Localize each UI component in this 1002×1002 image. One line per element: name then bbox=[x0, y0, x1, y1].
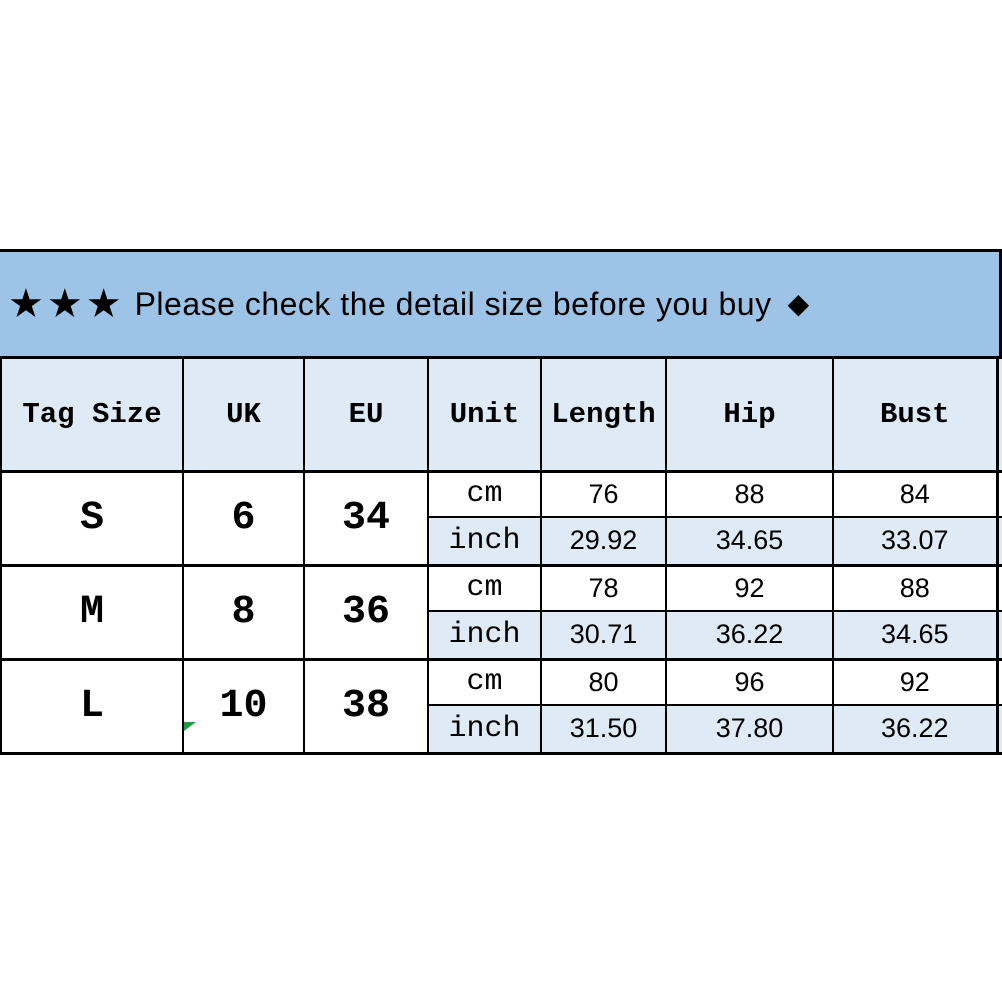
uk-cell: 10 bbox=[182, 657, 305, 755]
header-cell-length: Length bbox=[540, 359, 667, 473]
stars-icon: ★★★ bbox=[8, 281, 125, 327]
unit-cell: cm bbox=[427, 469, 542, 518]
measurement-cell: 80 bbox=[540, 657, 667, 706]
cut-edge-cell bbox=[995, 563, 1002, 612]
tag-cell: L bbox=[0, 657, 184, 755]
unit-cell: inch bbox=[427, 610, 542, 660]
row-L-cm: L 10 38 cm 80 96 92 bbox=[0, 657, 1002, 755]
measurement-cell: 34.65 bbox=[832, 610, 998, 660]
measurement-cell: 34.65 bbox=[665, 516, 834, 566]
row-M-inch: inch 30.71 36.22 34.65 bbox=[1, 610, 1002, 660]
row-S-cm: S 6 34 cm 76 88 84 bbox=[0, 469, 1002, 567]
eu-cell: 36 bbox=[303, 563, 429, 661]
header-cell-bust: Bust bbox=[832, 359, 998, 473]
row-M-cm: M 8 36 cm 78 92 88 bbox=[0, 563, 1002, 661]
measurement-cell: 76 bbox=[540, 469, 667, 518]
measurement-cell: 30.71 bbox=[540, 610, 667, 660]
header-cell-tag-size: Tag Size bbox=[0, 359, 184, 473]
row-L-inch: inch 31.50 37.80 36.22 bbox=[1, 704, 1002, 755]
measurement-cell: 78 bbox=[540, 563, 667, 612]
diamond-icon: ◆ bbox=[787, 287, 810, 320]
green-corner-marker-icon bbox=[184, 722, 196, 731]
measurement-cell: 92 bbox=[832, 657, 998, 706]
measurement-cell: 96 bbox=[665, 657, 834, 706]
measurement-cell: 84 bbox=[832, 469, 998, 518]
cut-edge-cell bbox=[995, 516, 1002, 566]
measurement-cell: 29.92 bbox=[540, 516, 667, 566]
size-chart-page: ★★★ Please check the detail size before … bbox=[0, 249, 1002, 1002]
header-row: Tag Size UK EU Unit Length Hip Bust bbox=[0, 359, 1002, 473]
header-cell-hip: Hip bbox=[665, 359, 834, 473]
notice-banner: ★★★ Please check the detail size before … bbox=[0, 249, 1002, 359]
size-table: Tag Size UK EU Unit Length Hip Bust S 6 … bbox=[0, 359, 1002, 755]
header-cell-eu: EU bbox=[303, 359, 429, 473]
measurement-cell: 31.50 bbox=[540, 704, 667, 755]
tag-cell: M bbox=[0, 563, 184, 661]
header-cell-uk: UK bbox=[182, 359, 305, 473]
unit-cell: inch bbox=[427, 516, 542, 566]
measurement-cell: 33.07 bbox=[832, 516, 998, 566]
uk-cell: 6 bbox=[182, 469, 305, 567]
unit-cell: cm bbox=[427, 563, 542, 612]
banner-text: Please check the detail size before you … bbox=[134, 285, 772, 322]
cut-edge-cell bbox=[995, 610, 1002, 660]
tag-cell: S bbox=[0, 469, 184, 567]
cut-edge-cell bbox=[995, 704, 1002, 755]
measurement-cell: 88 bbox=[832, 563, 998, 612]
eu-cell: 38 bbox=[303, 657, 429, 755]
cut-edge-cell bbox=[995, 469, 1002, 518]
measurement-cell: 88 bbox=[665, 469, 834, 518]
cut-edge-cell bbox=[995, 657, 1002, 706]
unit-cell: inch bbox=[427, 704, 542, 755]
row-S-inch: inch 29.92 34.65 33.07 bbox=[1, 516, 1002, 566]
uk-cell: 8 bbox=[182, 563, 305, 661]
measurement-cell: 36.22 bbox=[665, 610, 834, 660]
header-cell-unit: Unit bbox=[427, 359, 542, 473]
measurement-cell: 36.22 bbox=[832, 704, 998, 755]
measurement-cell: 92 bbox=[665, 563, 834, 612]
cut-edge-cell bbox=[995, 359, 1002, 473]
measurement-cell: 37.80 bbox=[665, 704, 834, 755]
unit-cell: cm bbox=[427, 657, 542, 706]
eu-cell: 34 bbox=[303, 469, 429, 567]
